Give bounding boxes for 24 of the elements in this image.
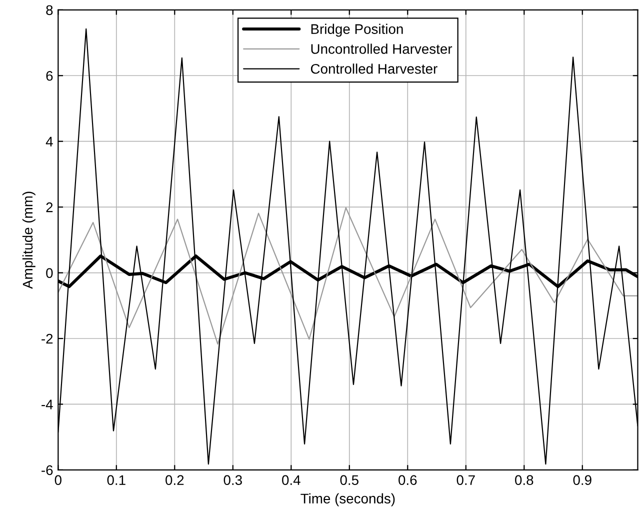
x-tick-label: 0.2 (166, 475, 184, 486)
x-tick-label: 0.3 (224, 475, 242, 486)
line-series (58, 207, 638, 345)
y-tick-label: 0 (46, 268, 53, 278)
x-tick-label: 0.1 (107, 475, 126, 486)
x-tick-label: 0.4 (282, 475, 300, 486)
legend-label: Uncontrolled Harvester (311, 44, 452, 54)
y-tick-label: 8 (46, 5, 53, 16)
legend-label: Bridge Position (311, 24, 403, 37)
y-tick-label: -6 (42, 465, 53, 476)
x-tick-label: 0.7 (456, 475, 475, 486)
legend-label: Controlled Harvester (310, 64, 438, 74)
x-tick-label: 0.5 (340, 475, 358, 486)
x-tick-label: 0.8 (515, 475, 534, 486)
x-tick-label: 0 (54, 475, 62, 486)
y-tick-label: 6 (46, 70, 53, 81)
x-tick-label: 0.9 (573, 475, 592, 486)
y-tick-label: 4 (46, 136, 53, 146)
y-tick-label: 2 (46, 202, 53, 212)
x-tick-label: 0.6 (398, 475, 417, 486)
y-axis-title: Amplitude (mm) (22, 192, 36, 289)
y-tick-label: -2 (42, 334, 53, 344)
y-tick-label: -4 (42, 400, 53, 410)
x-axis-title: Time (seconds) (300, 493, 395, 506)
